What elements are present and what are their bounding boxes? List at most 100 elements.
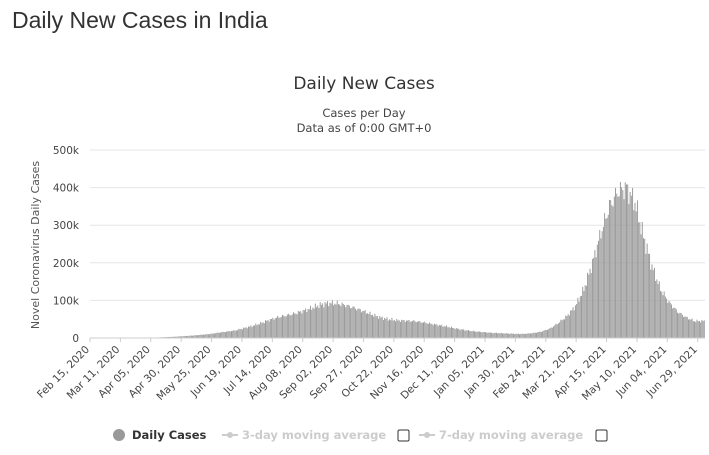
- x-tick-label: Sep 02, 2020: [277, 344, 335, 402]
- bar: [550, 327, 552, 338]
- bar: [358, 308, 360, 338]
- x-tick-label: Mar 21, 2021: [520, 344, 578, 402]
- bar: [440, 325, 442, 338]
- bar: [401, 319, 403, 338]
- bar: [672, 308, 674, 338]
- bar: [540, 331, 542, 338]
- bar: [447, 327, 449, 338]
- bar: [179, 336, 181, 338]
- y-axis-title: Novel Coronavirus Daily Cases: [29, 161, 42, 329]
- bar: [505, 333, 507, 338]
- bar: [201, 334, 203, 338]
- bar: [516, 333, 518, 338]
- bar: [463, 329, 465, 338]
- bar: [414, 321, 416, 338]
- bar: [500, 332, 502, 338]
- bar: [370, 315, 372, 338]
- bar: [407, 320, 409, 338]
- bar: [526, 333, 528, 338]
- bar: [691, 318, 693, 338]
- bar: [224, 332, 226, 338]
- bar: [591, 259, 593, 338]
- bar: [495, 332, 497, 338]
- bar: [302, 310, 304, 338]
- bar: [301, 313, 303, 338]
- bar: [308, 309, 310, 338]
- bar: [404, 322, 406, 338]
- bar: [613, 196, 615, 338]
- bar: [543, 330, 545, 338]
- bar: [641, 221, 643, 338]
- bar: [254, 325, 256, 338]
- bar: [594, 250, 596, 338]
- bar: [189, 335, 191, 338]
- bar: [379, 316, 381, 338]
- bar: [571, 310, 573, 338]
- bar: [193, 335, 195, 338]
- bar: [257, 324, 259, 338]
- bar: [493, 332, 495, 338]
- bar: [336, 300, 338, 338]
- bar: [169, 336, 170, 338]
- bar: [425, 323, 427, 338]
- bar: [237, 330, 239, 338]
- bar: [421, 322, 423, 338]
- bar: [303, 310, 305, 338]
- bar: [442, 326, 444, 338]
- bar: [258, 324, 260, 338]
- bar: [380, 317, 382, 338]
- bar: [188, 335, 190, 338]
- bar: [698, 321, 700, 338]
- legend-item-3-day-moving-average[interactable]: 3-day moving average: [222, 428, 386, 442]
- bar: [527, 333, 529, 338]
- bar: [374, 313, 376, 338]
- bar: [215, 333, 217, 338]
- bar: [467, 330, 469, 338]
- bar: [573, 310, 575, 338]
- bar: [335, 304, 337, 338]
- legend-label: Daily Cases: [132, 428, 207, 442]
- bar: [611, 205, 613, 338]
- bar: [621, 187, 623, 338]
- bar: [628, 203, 630, 338]
- bar: [415, 322, 417, 338]
- legend-checkbox-3-day-moving-average[interactable]: [397, 429, 410, 442]
- y-tick-label: 400k: [53, 183, 80, 195]
- bar: [615, 187, 617, 338]
- bar: [471, 331, 473, 338]
- bar: [251, 327, 253, 338]
- bar: [288, 313, 290, 338]
- legend-checkbox-7-day-moving-average[interactable]: [595, 429, 608, 442]
- bar: [662, 295, 664, 338]
- bar: [364, 310, 366, 338]
- bar: [687, 319, 689, 338]
- bar: [371, 314, 373, 338]
- bar: [660, 291, 661, 338]
- bar: [444, 326, 446, 338]
- bar: [318, 308, 320, 338]
- bar: [241, 329, 243, 338]
- legend-item-7-day-moving-average[interactable]: 7-day moving average: [419, 428, 583, 442]
- x-tick-label: Dec 11, 2020: [398, 344, 456, 402]
- bar: [196, 335, 198, 338]
- bar: [333, 305, 335, 338]
- bar: [248, 326, 249, 338]
- bar: [669, 302, 671, 338]
- bar: [607, 214, 609, 338]
- bar: [206, 334, 208, 338]
- bar: [695, 321, 697, 338]
- bar: [606, 217, 608, 338]
- bar: [483, 331, 485, 338]
- chart-legend: Daily Cases 3-day moving average 7-day mov…: [113, 428, 608, 442]
- bar: [638, 222, 640, 338]
- bar: [292, 312, 294, 338]
- bar: [559, 322, 561, 338]
- bar: [478, 331, 480, 338]
- bar: [636, 200, 638, 338]
- bar: [647, 253, 649, 338]
- bar: [692, 321, 694, 338]
- bar: [173, 336, 175, 338]
- bar: [357, 308, 359, 338]
- legend-item-daily-cases[interactable]: Daily Cases: [113, 428, 207, 442]
- legend-marker-icon: [227, 432, 233, 438]
